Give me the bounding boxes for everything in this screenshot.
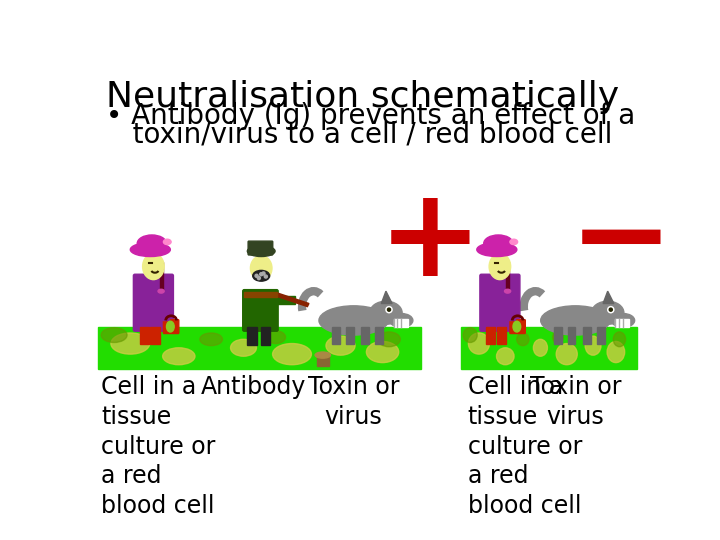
Ellipse shape [390,314,413,327]
Ellipse shape [497,348,514,364]
Ellipse shape [378,332,400,347]
Ellipse shape [489,253,510,280]
Bar [274,296,295,303]
Ellipse shape [158,289,164,293]
Polygon shape [603,291,614,303]
FancyBboxPatch shape [248,241,273,255]
Ellipse shape [200,333,222,346]
FancyBboxPatch shape [243,289,278,331]
Bar [567,327,575,343]
Ellipse shape [585,336,601,355]
Bar [497,327,506,343]
Bar [261,327,271,345]
Ellipse shape [517,333,529,346]
Circle shape [264,275,267,278]
Circle shape [608,307,614,313]
Circle shape [260,273,263,276]
Ellipse shape [611,314,634,327]
Ellipse shape [319,306,388,335]
Bar [332,327,340,343]
Ellipse shape [607,341,625,362]
Bar [375,327,383,343]
Bar [140,327,149,343]
Bar [150,327,160,343]
Ellipse shape [613,332,626,347]
Ellipse shape [143,253,164,280]
Ellipse shape [366,341,399,362]
Text: toxin/virus to a cell / red blood cell: toxin/virus to a cell / red blood cell [106,120,612,148]
Ellipse shape [102,328,127,342]
Bar [361,327,369,343]
FancyBboxPatch shape [133,274,174,331]
Circle shape [387,308,390,311]
Ellipse shape [541,306,610,335]
Ellipse shape [477,242,517,256]
Bar [248,327,256,345]
Ellipse shape [326,336,355,355]
Text: Cell in a
tissue
culture or
a red
blood cell: Cell in a tissue culture or a red blood … [101,375,215,518]
Bar [583,327,590,343]
Ellipse shape [463,328,477,342]
Ellipse shape [163,348,195,364]
Bar [486,327,495,343]
Circle shape [262,272,265,275]
Bar [505,314,516,320]
Ellipse shape [253,271,270,281]
Ellipse shape [163,239,171,245]
Ellipse shape [370,301,402,325]
Bar [554,327,562,343]
Text: Toxin or
virus: Toxin or virus [308,375,400,429]
Circle shape [255,274,258,278]
Ellipse shape [557,343,577,364]
Text: +: + [378,181,483,302]
Ellipse shape [505,289,510,293]
Ellipse shape [469,333,490,354]
Ellipse shape [553,331,563,343]
Bar [346,327,354,343]
Ellipse shape [484,235,513,252]
FancyBboxPatch shape [480,274,520,331]
Bar [317,355,329,366]
Bar [462,327,637,369]
Ellipse shape [273,343,312,364]
Ellipse shape [138,235,166,252]
Circle shape [257,276,261,280]
Polygon shape [382,291,392,303]
Bar [506,262,509,291]
Text: • Antibody (Ig) prevents an effect of a: • Antibody (Ig) prevents an effect of a [106,102,635,130]
Bar [98,327,421,369]
Text: Neutralisation schematically: Neutralisation schematically [106,80,618,114]
FancyBboxPatch shape [510,320,526,334]
Text: Cell in a
tissue
culture or
a red
blood cell: Cell in a tissue culture or a red blood … [467,375,582,518]
Text: −: − [570,181,674,302]
Ellipse shape [248,246,275,256]
Text: Toxin or
virus: Toxin or virus [530,375,621,429]
Ellipse shape [251,256,272,280]
Bar [597,327,605,343]
Bar [394,319,408,327]
Bar [244,292,276,298]
Circle shape [386,307,392,313]
Bar [160,262,163,291]
Ellipse shape [513,321,521,332]
FancyBboxPatch shape [163,320,179,334]
Circle shape [609,308,612,311]
Ellipse shape [111,333,150,354]
Bar [616,319,629,327]
Ellipse shape [166,321,174,332]
Ellipse shape [592,301,624,325]
Bar [158,314,168,320]
Ellipse shape [130,242,171,256]
Ellipse shape [230,339,256,356]
Ellipse shape [510,239,518,245]
Polygon shape [275,293,309,307]
Ellipse shape [315,352,330,358]
Text: Antibody: Antibody [201,375,306,399]
Ellipse shape [534,339,547,356]
Ellipse shape [266,331,286,343]
